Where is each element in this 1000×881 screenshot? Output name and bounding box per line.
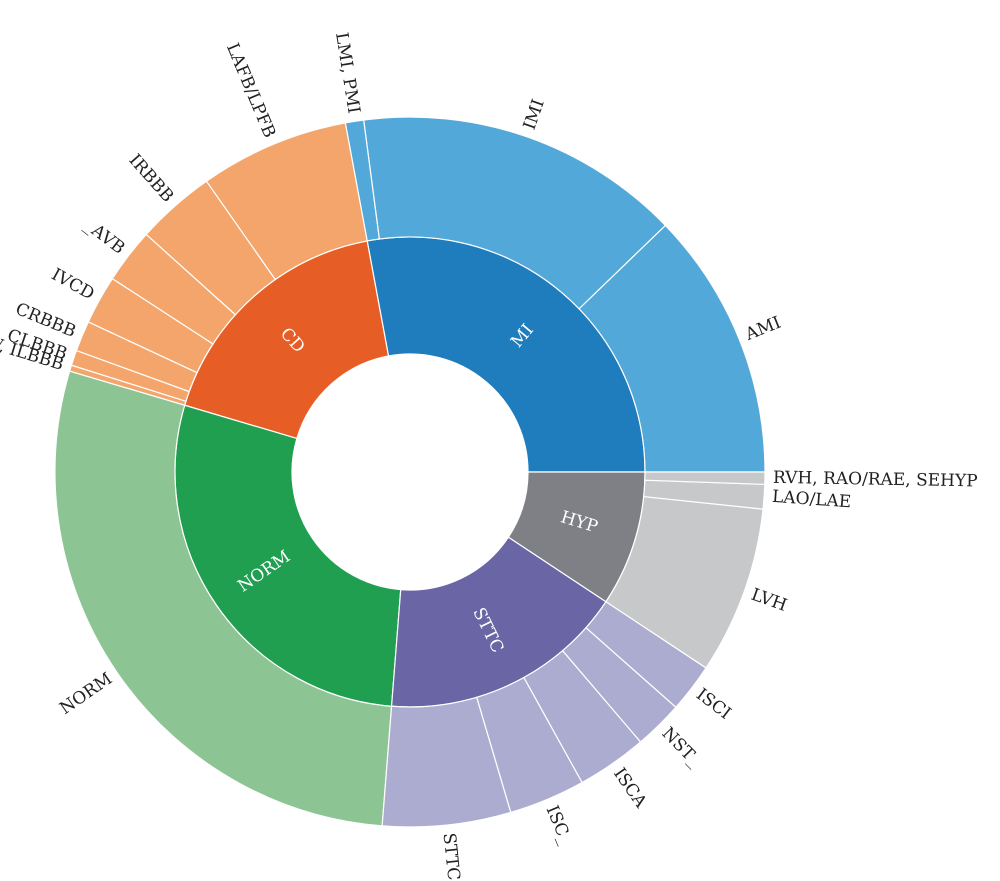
outer-label-lmi-pmi: LMI, PMI	[331, 31, 364, 115]
outer-label-lao-lae: LAO/LAE	[771, 487, 851, 512]
outer-ring	[54, 116, 766, 828]
inner-ring	[174, 236, 646, 708]
outer-label-irbbb: IRBBB	[125, 150, 178, 206]
outer-segment-rvh-rao-rae-sehyp[interactable]	[644, 471, 766, 486]
outer-label-isc: ISC_	[542, 803, 576, 848]
outer-label-lafb-lpfb: LAFB/LPFB	[222, 40, 279, 141]
outer-label-sttc: STTC	[438, 832, 463, 881]
outer-label-lvh: LVH	[748, 585, 789, 616]
outer-label-isca: ISCA	[609, 764, 651, 812]
outer-label-ivcd: IVCD	[48, 265, 98, 305]
outer-label-norm: NORM	[56, 669, 116, 719]
outer-label-avb: _AVB	[81, 215, 129, 258]
outer-label-rvh-rao-rae-sehyp: RVH, RAO/RAE, SEHYP	[773, 468, 978, 492]
outer-label-isci: ISCI	[692, 685, 734, 724]
outer-label-imi: IMI	[520, 97, 549, 133]
outer-segment-norm[interactable]	[54, 370, 393, 827]
outer-label-nst: NST_	[658, 724, 705, 771]
outer-label-ami: AMI	[742, 313, 784, 346]
